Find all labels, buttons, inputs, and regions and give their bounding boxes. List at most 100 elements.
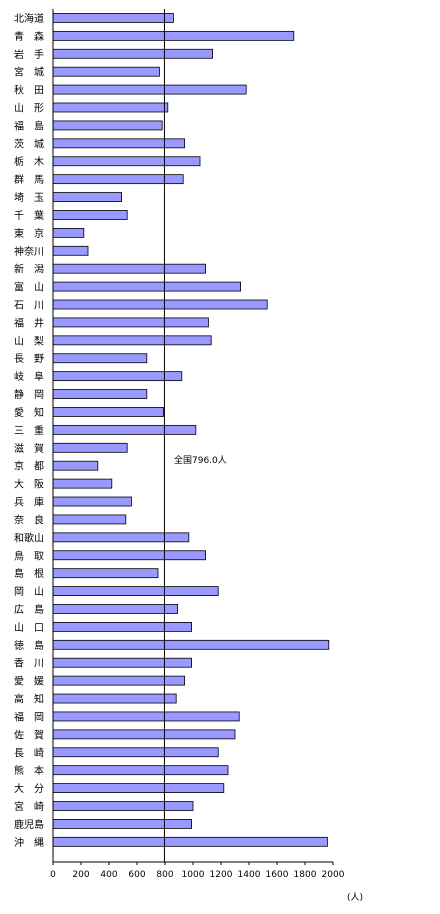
x-axis: 0 200 400 600 800 1000 1200 1400 1600 1800 2000 (人) [50, 9, 363, 903]
bar [52, 568, 159, 579]
x-tick-label: 1200 [210, 870, 233, 880]
category-label: 福 井 [14, 316, 44, 329]
category-label: 岡 山 [14, 586, 44, 598]
category-label: 香 川 [14, 658, 44, 670]
bar [52, 729, 236, 740]
category-label: 山 形 [14, 103, 44, 115]
category-label: 北海道 [14, 12, 44, 25]
bar [52, 550, 207, 561]
x-tick-label: 1400 [238, 870, 261, 880]
bar [52, 514, 127, 525]
x-tick-label: 400 [100, 870, 117, 880]
bar [52, 48, 214, 59]
category-label: 宮 崎 [14, 800, 44, 813]
category-label: 青 森 [14, 30, 44, 43]
category-label: 鹿児島 [14, 818, 44, 831]
category-label: 秋 田 [14, 84, 44, 97]
bar [52, 819, 193, 829]
category-label: 石 川 [14, 301, 44, 312]
category-label: 滋 賀 [14, 442, 44, 455]
bar [52, 586, 219, 596]
bar [52, 156, 201, 167]
bar [52, 353, 148, 364]
bar [52, 442, 128, 453]
bar [52, 371, 183, 382]
bar [52, 245, 89, 256]
category-label: 愛 知 [14, 406, 44, 419]
category-label: 長 野 [14, 353, 44, 365]
category-label: 神奈川 [14, 245, 44, 258]
bar [52, 639, 330, 650]
bar [52, 765, 229, 776]
category-label: 徳 島 [14, 639, 44, 652]
category-label: 栃 木 [14, 155, 44, 168]
bar [52, 227, 85, 238]
bar [52, 66, 160, 77]
category-label: 富 山 [14, 281, 44, 294]
bar [52, 299, 268, 310]
category-label: 兵 庫 [14, 496, 44, 509]
bar [52, 281, 242, 292]
category-label: 和歌山 [14, 531, 44, 544]
category-label: 沖 縄 [14, 836, 44, 849]
x-tick-label: 1600 [266, 870, 289, 880]
category-label: 奈 良 [14, 513, 44, 526]
category-label: 新 潟 [14, 263, 44, 276]
bar [52, 263, 207, 274]
bar [52, 192, 122, 202]
bar [52, 407, 164, 417]
x-tick-label: 600 [128, 870, 145, 880]
bar [52, 496, 132, 507]
bar [52, 747, 219, 758]
x-tick-label: 800 [156, 870, 173, 880]
bar [52, 13, 174, 23]
bar [52, 783, 225, 793]
category-label: 三 重 [14, 424, 44, 437]
category-label: 鳥 取 [14, 549, 44, 562]
category-label: 京 都 [14, 460, 44, 473]
x-tick-label: 200 [72, 870, 89, 880]
x-tick-label: 1000 [182, 870, 205, 880]
bar [52, 836, 328, 847]
bars-group [52, 13, 330, 847]
category-label: 山 口 [14, 622, 44, 634]
bar [52, 389, 148, 399]
category-label: 千 葉 [14, 209, 44, 222]
category-label: 高 知 [14, 693, 44, 706]
bar [52, 657, 193, 668]
category-label: 佐 賀 [14, 729, 44, 741]
x-tick-label: 0 [50, 870, 56, 880]
category-label: 岩 手 [14, 48, 44, 61]
category-label: 茨 城 [14, 137, 44, 150]
bar [52, 84, 247, 95]
bar [52, 604, 178, 614]
category-label: 静 岡 [14, 388, 44, 401]
reference-group: 全国796.0人 [163, 9, 227, 862]
bar [52, 460, 99, 471]
category-label: 埼 玉 [14, 191, 44, 204]
category-label: 長 崎 [14, 746, 44, 759]
x-tick-label: 1800 [294, 870, 317, 880]
category-label: 山 梨 [14, 334, 44, 347]
bar [52, 532, 190, 543]
bar [52, 120, 163, 131]
category-label: 群 馬 [14, 173, 44, 186]
bar [52, 622, 193, 632]
x-unit-label: (人) [347, 892, 363, 903]
category-label: 熊 本 [14, 764, 44, 777]
bar [52, 174, 184, 185]
category-label: 大 阪 [14, 478, 44, 491]
category-label: 愛 媛 [14, 675, 44, 688]
bar [52, 424, 197, 435]
category-label: 宮 城 [14, 66, 44, 79]
category-label: 福 島 [14, 119, 44, 132]
reference-label: 全国796.0人 [174, 454, 227, 466]
bar [52, 102, 169, 113]
bar [52, 801, 194, 811]
category-label: 広 島 [14, 603, 44, 616]
bar [52, 317, 209, 328]
bar [52, 210, 128, 220]
